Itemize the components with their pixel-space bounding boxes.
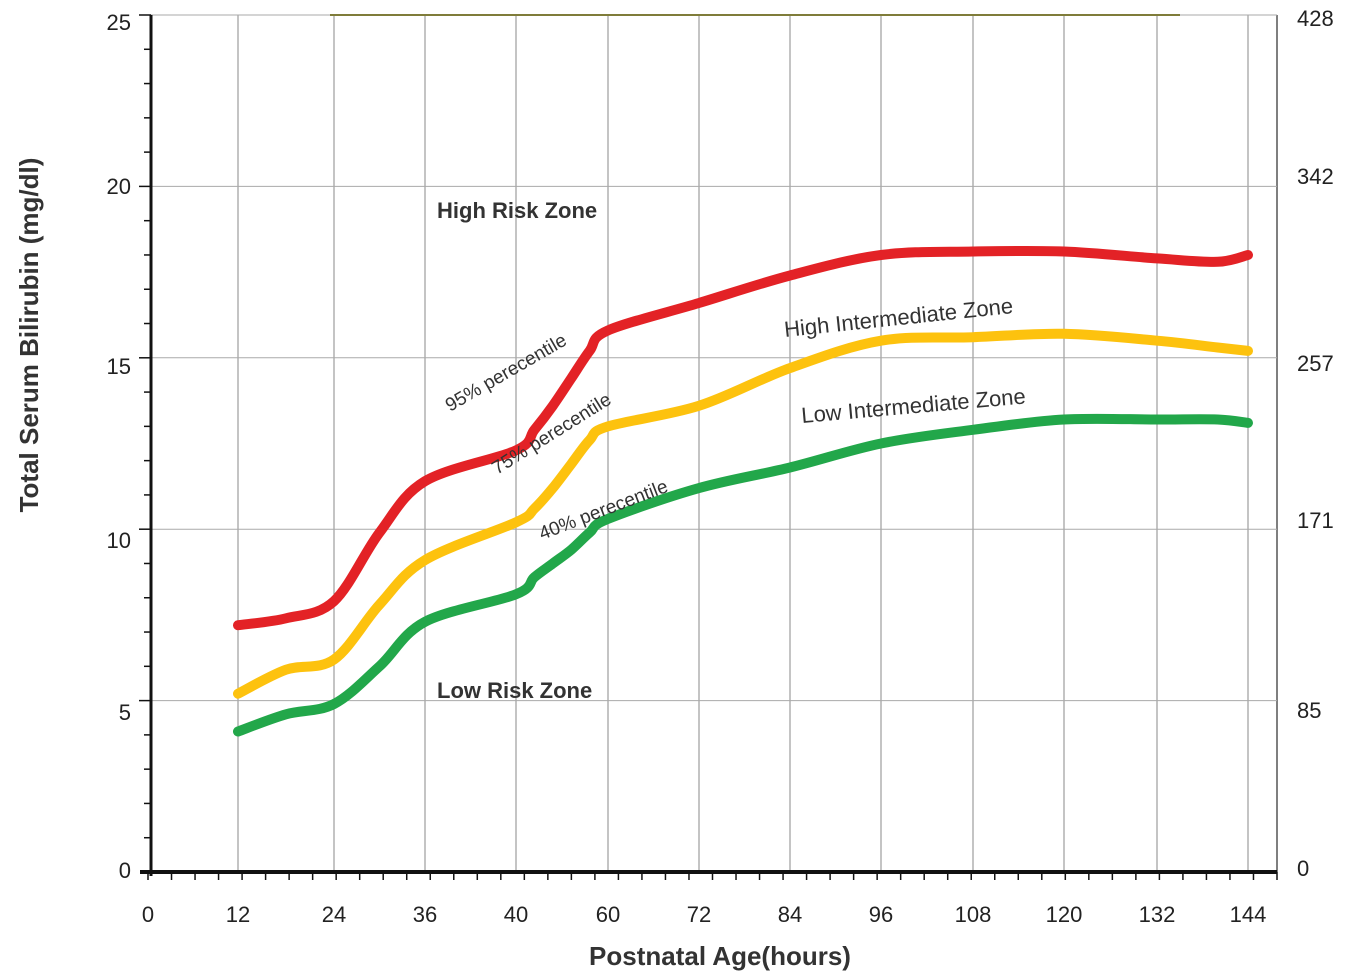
- y-tick-label: 5: [119, 700, 131, 725]
- y-tick-label: 0: [119, 858, 131, 883]
- y2-tick-label: 0: [1297, 856, 1309, 881]
- tick-marks: [139, 14, 1278, 880]
- x-tick-label: 40: [504, 902, 528, 927]
- zone-label-low-intermediate: Low Intermediate Zone: [800, 383, 1026, 428]
- x-axis-title: Postnatal Age(hours): [589, 941, 851, 971]
- series-lines: [233, 245, 1253, 737]
- x-tick-label: 36: [413, 902, 437, 927]
- y2-tick-label: 85: [1297, 698, 1321, 723]
- x-tick-label: 144: [1230, 902, 1267, 927]
- series-line-40th: [233, 413, 1253, 737]
- series-line-75th: [233, 328, 1253, 699]
- y2-tick-label: 342: [1297, 164, 1334, 189]
- x-tick-label: 12: [226, 902, 250, 927]
- x-tick-label: 120: [1046, 902, 1083, 927]
- x-tick-label: 96: [869, 902, 893, 927]
- x-tick-label: 108: [955, 902, 992, 927]
- y-tick-label: 15: [107, 354, 131, 379]
- y-tick-label: 25: [107, 10, 131, 35]
- zone-label-high-risk: High Risk Zone: [437, 198, 597, 223]
- y-tick-label: 10: [107, 528, 131, 553]
- series-line-95th: [233, 245, 1253, 631]
- x-tick-label: 24: [322, 902, 346, 927]
- x-tick-label: 84: [778, 902, 802, 927]
- x-tick-label: 0: [142, 902, 154, 927]
- y2-tick-label: 257: [1297, 351, 1334, 376]
- y2-tick-label: 171: [1297, 508, 1334, 533]
- y-axis-title: Total Serum Bilirubin (mg/dl): [14, 158, 44, 513]
- y-tick-label: 20: [107, 174, 131, 199]
- tick-labels: 0 12 24 36 40 60 72 84 96 108 120 132 144 0 5 10 15 20 25 0…: [107, 6, 1334, 927]
- x-tick-label: 60: [596, 902, 620, 927]
- x-tick-label: 132: [1139, 902, 1176, 927]
- grid-lines: [151, 14, 1278, 872]
- zone-label-low-risk: Low Risk Zone: [437, 678, 592, 703]
- x-tick-label: 72: [687, 902, 711, 927]
- axes: [140, 15, 1277, 876]
- y2-tick-label: 428: [1297, 6, 1334, 31]
